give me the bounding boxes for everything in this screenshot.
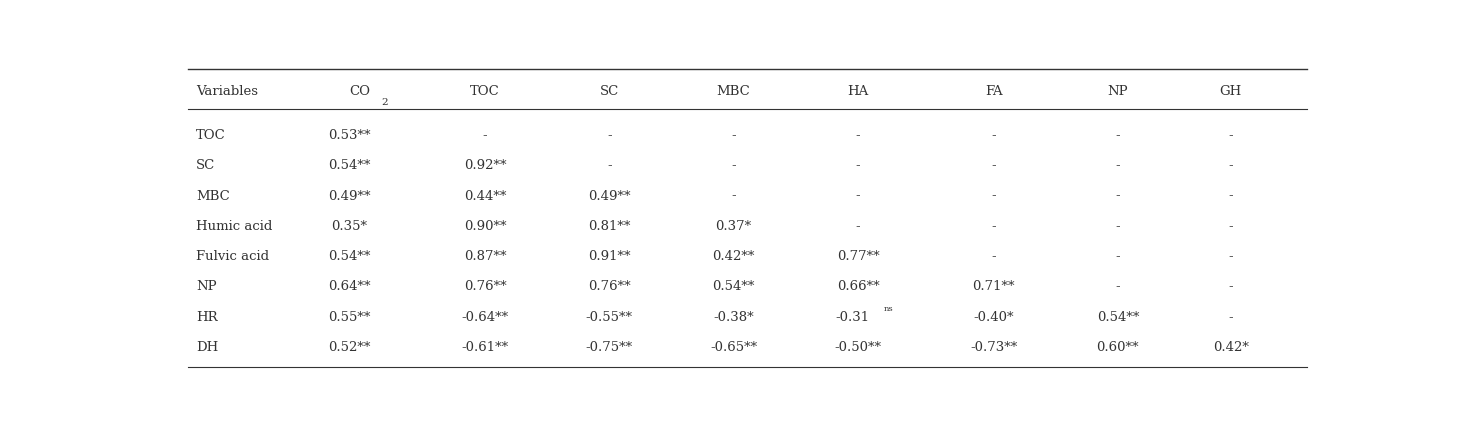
Text: 0.64**: 0.64** <box>328 280 370 294</box>
Text: -: - <box>856 190 860 203</box>
Text: ns: ns <box>884 305 894 313</box>
Text: SC: SC <box>195 159 216 172</box>
Text: 0.77**: 0.77** <box>837 250 879 263</box>
Text: -0.31: -0.31 <box>835 310 869 324</box>
Text: 0.71**: 0.71** <box>972 280 1015 294</box>
Text: 0.42*: 0.42* <box>1213 341 1250 354</box>
Text: -0.50**: -0.50** <box>834 341 882 354</box>
Text: NP: NP <box>195 280 216 294</box>
Text: 0.66**: 0.66** <box>837 280 879 294</box>
Text: -: - <box>991 190 996 203</box>
Text: MBC: MBC <box>717 85 751 98</box>
Text: Humic acid: Humic acid <box>195 220 273 233</box>
Text: -: - <box>991 159 996 172</box>
Text: -: - <box>732 190 736 203</box>
Text: -0.75**: -0.75** <box>586 341 633 354</box>
Text: 0.37*: 0.37* <box>716 220 752 233</box>
Text: 0.44**: 0.44** <box>464 190 506 203</box>
Text: 0.91**: 0.91** <box>588 250 631 263</box>
Text: 0.54**: 0.54** <box>328 159 370 172</box>
Text: -: - <box>1115 190 1120 203</box>
Text: -0.61**: -0.61** <box>462 341 509 354</box>
Text: 0.53**: 0.53** <box>328 129 370 142</box>
Text: -: - <box>607 129 612 142</box>
Text: -: - <box>1115 280 1120 294</box>
Text: MBC: MBC <box>195 190 229 203</box>
Text: Fulvic acid: Fulvic acid <box>195 250 268 263</box>
Text: 0.90**: 0.90** <box>464 220 506 233</box>
Text: 0.49**: 0.49** <box>328 190 370 203</box>
Text: -: - <box>483 129 487 142</box>
Text: -: - <box>856 159 860 172</box>
Text: 2: 2 <box>381 99 388 107</box>
Text: -: - <box>1115 129 1120 142</box>
Text: DH: DH <box>195 341 219 354</box>
Text: HA: HA <box>847 85 869 98</box>
Text: -: - <box>1229 190 1233 203</box>
Text: -0.55**: -0.55** <box>586 310 633 324</box>
Text: -: - <box>1229 220 1233 233</box>
Text: -: - <box>1229 280 1233 294</box>
Text: 0.87**: 0.87** <box>464 250 506 263</box>
Text: 0.76**: 0.76** <box>464 280 506 294</box>
Text: 0.54**: 0.54** <box>1096 310 1139 324</box>
Text: -: - <box>991 129 996 142</box>
Text: -0.65**: -0.65** <box>710 341 757 354</box>
Text: -: - <box>856 129 860 142</box>
Text: -0.73**: -0.73** <box>970 341 1018 354</box>
Text: CO: CO <box>350 85 370 98</box>
Text: SC: SC <box>599 85 620 98</box>
Text: TOC: TOC <box>195 129 226 142</box>
Text: -: - <box>732 129 736 142</box>
Text: TOC: TOC <box>469 85 500 98</box>
Text: 0.55**: 0.55** <box>328 310 370 324</box>
Text: -: - <box>1229 129 1233 142</box>
Text: -: - <box>1115 220 1120 233</box>
Text: -: - <box>732 159 736 172</box>
Text: -0.64**: -0.64** <box>462 310 509 324</box>
Text: -: - <box>1229 250 1233 263</box>
Text: 0.49**: 0.49** <box>588 190 631 203</box>
Text: 0.92**: 0.92** <box>464 159 506 172</box>
Text: -: - <box>1115 159 1120 172</box>
Text: -: - <box>1229 159 1233 172</box>
Text: 0.35*: 0.35* <box>331 220 367 233</box>
Text: -: - <box>991 220 996 233</box>
Text: HR: HR <box>195 310 217 324</box>
Text: 0.60**: 0.60** <box>1096 341 1139 354</box>
Text: 0.52**: 0.52** <box>328 341 370 354</box>
Text: FA: FA <box>984 85 1002 98</box>
Text: 0.54**: 0.54** <box>713 280 755 294</box>
Text: -0.38*: -0.38* <box>713 310 754 324</box>
Text: -: - <box>1115 250 1120 263</box>
Text: 0.54**: 0.54** <box>328 250 370 263</box>
Text: -: - <box>991 250 996 263</box>
Text: -: - <box>1229 310 1233 324</box>
Text: 0.81**: 0.81** <box>588 220 630 233</box>
Text: GH: GH <box>1220 85 1242 98</box>
Text: NP: NP <box>1108 85 1128 98</box>
Text: 0.76**: 0.76** <box>588 280 631 294</box>
Text: Variables: Variables <box>195 85 258 98</box>
Text: -0.40*: -0.40* <box>974 310 1013 324</box>
Text: -: - <box>607 159 612 172</box>
Text: -: - <box>856 220 860 233</box>
Text: 0.42**: 0.42** <box>713 250 755 263</box>
